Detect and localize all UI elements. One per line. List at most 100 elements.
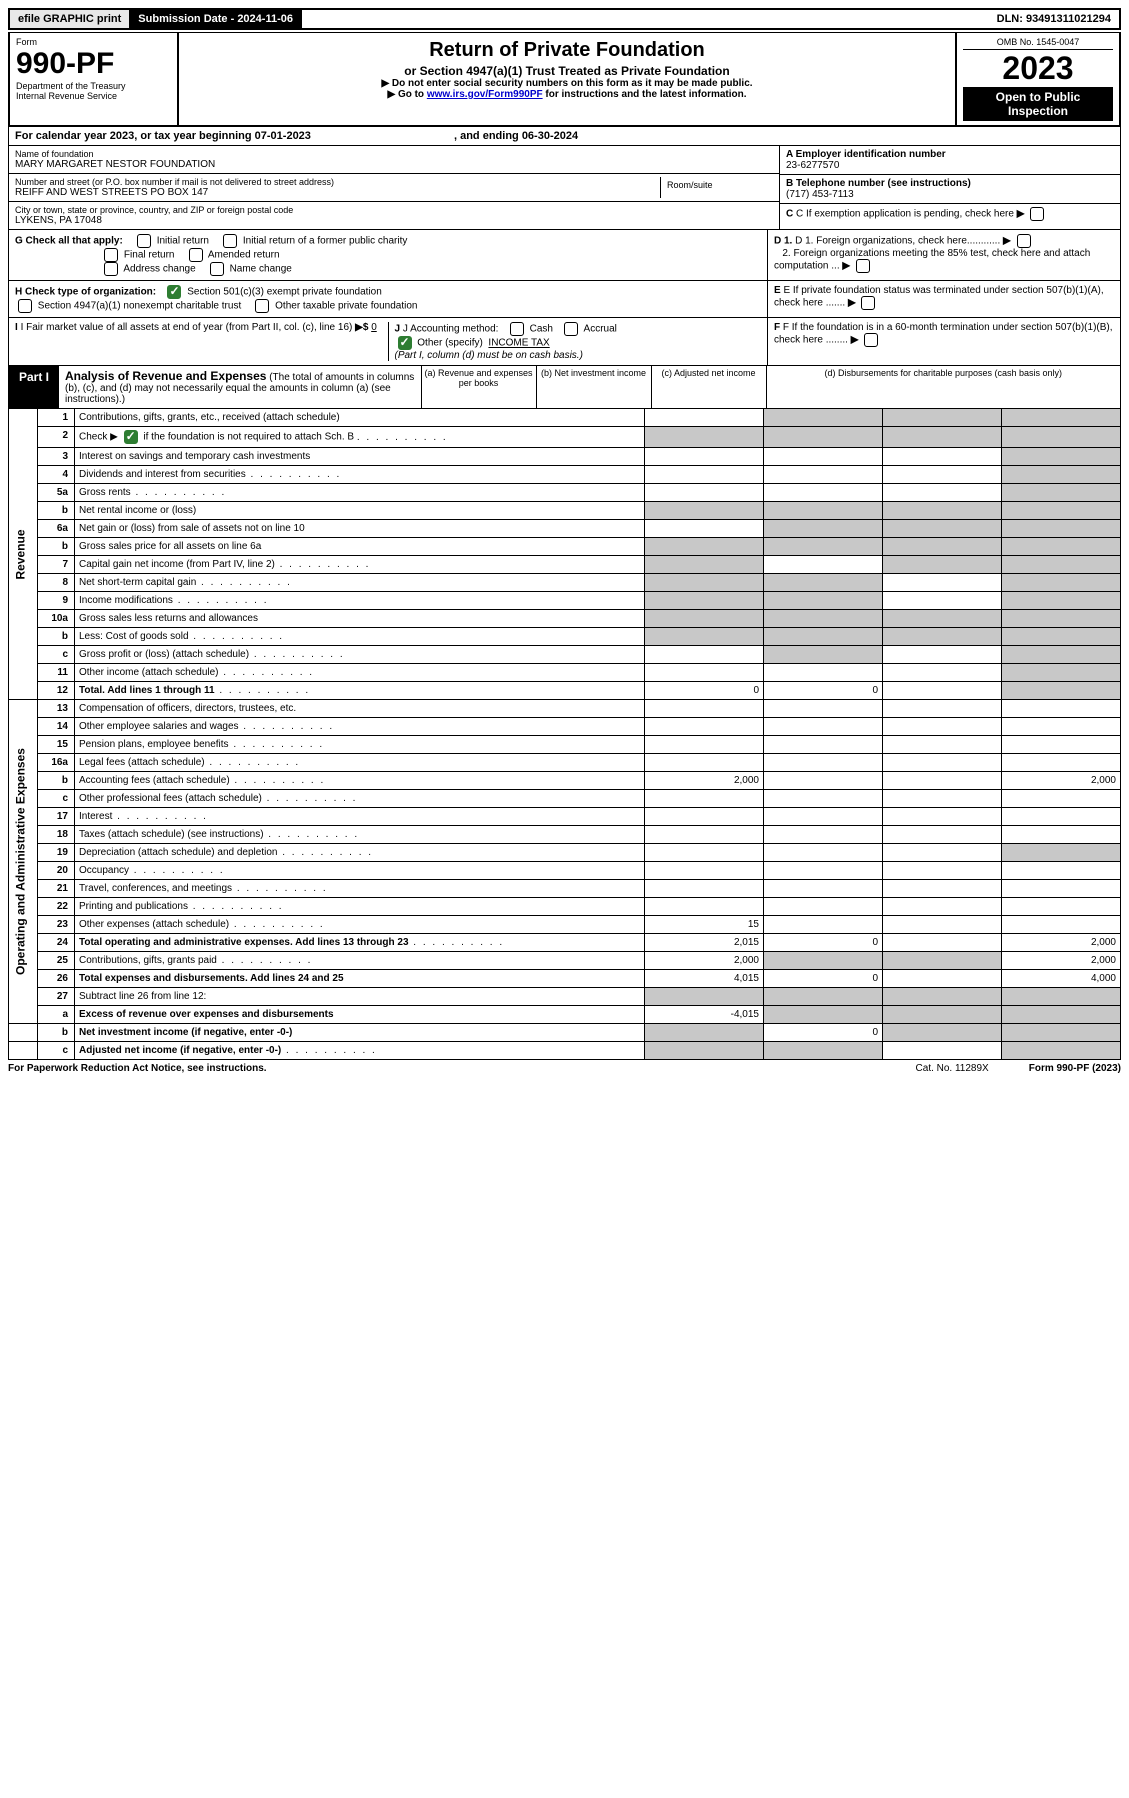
col-b-header: (b) Net investment income: [537, 366, 652, 408]
line-10a: Gross sales less returns and allowances: [75, 610, 645, 628]
h-4947-checkbox[interactable]: [18, 299, 32, 313]
part1-title: Analysis of Revenue and Expenses: [65, 369, 266, 383]
line-2-pre: Check ▶: [79, 432, 118, 443]
line-24-b: 0: [764, 934, 883, 952]
line-11: Other income (attach schedule): [79, 667, 219, 678]
line-9: Income modifications: [79, 595, 173, 606]
j-accrual-checkbox[interactable]: [564, 322, 578, 336]
name-change-label: Name change: [230, 264, 292, 275]
line-26-d: 4,000: [1002, 970, 1121, 988]
street-label: Number and street (or P.O. box number if…: [15, 177, 660, 187]
col-c-header: (c) Adjusted net income: [652, 366, 767, 408]
line-16a: Legal fees (attach schedule): [79, 757, 205, 768]
phone-label: B Telephone number (see instructions): [786, 178, 971, 189]
j-note: (Part I, column (d) must be on cash basi…: [395, 350, 583, 361]
line-5a: Gross rents: [79, 487, 131, 498]
line-25-d: 2,000: [1002, 952, 1121, 970]
ein-label: A Employer identification number: [786, 149, 946, 160]
h-501c3-label: Section 501(c)(3) exempt private foundat…: [187, 287, 382, 298]
g-label: G Check all that apply:: [15, 236, 123, 247]
goto-post: for instructions and the latest informat…: [545, 89, 746, 100]
j-cash-checkbox[interactable]: [510, 322, 524, 336]
revenue-side-label: Revenue: [9, 409, 38, 700]
expenses-side-label: Operating and Administrative Expenses: [9, 700, 38, 1024]
j-cash-label: Cash: [530, 324, 553, 335]
phone-value: (717) 453-7113: [786, 189, 1114, 200]
line-16c: Other professional fees (attach schedule…: [79, 793, 262, 804]
tax-year: 2023: [963, 50, 1113, 87]
submission-date: Submission Date - 2024-11-06: [130, 10, 302, 28]
irs-label: Internal Revenue Service: [16, 91, 171, 101]
foundation-name: MARY MARGARET NESTOR FOUNDATION: [15, 159, 773, 170]
j-label: J Accounting method:: [403, 324, 499, 335]
form-title: Return of Private Foundation: [185, 39, 949, 62]
initial-return-checkbox[interactable]: [137, 234, 151, 248]
line-6b: Gross sales price for all assets on line…: [75, 538, 645, 556]
e-checkbox[interactable]: [861, 296, 875, 310]
e-label: E If private foundation status was termi…: [774, 285, 1104, 309]
d1-label: D 1. Foreign organizations, check here..…: [795, 236, 1000, 247]
name-label: Name of foundation: [15, 149, 773, 159]
line-24-a: 2,015: [645, 934, 764, 952]
line-26-a: 4,015: [645, 970, 764, 988]
form-subtitle: or Section 4947(a)(1) Trust Treated as P…: [185, 64, 949, 78]
final-return-label: Final return: [124, 250, 175, 261]
d1-checkbox[interactable]: [1017, 234, 1031, 248]
initial-former-label: Initial return of a former public charit…: [243, 236, 408, 247]
line-24-d: 2,000: [1002, 934, 1121, 952]
f-checkbox[interactable]: [864, 333, 878, 347]
line-10c: Gross profit or (loss) (attach schedule): [79, 649, 249, 660]
form-word: Form: [16, 37, 171, 47]
i-label: I Fair market value of all assets at end…: [21, 322, 353, 333]
line-16b-a: 2,000: [645, 772, 764, 790]
room-suite-label: Room/suite: [661, 177, 773, 198]
form-header: Form 990-PF Department of the Treasury I…: [8, 32, 1121, 127]
city-label: City or town, state or province, country…: [15, 205, 773, 215]
efile-print-button[interactable]: efile GRAPHIC print: [10, 10, 130, 28]
section-h-e: H Check type of organization: Section 50…: [8, 281, 1121, 318]
cat-number: Cat. No. 11289X: [916, 1063, 989, 1074]
line-2-checkbox[interactable]: [124, 430, 138, 444]
h-501c3-checkbox[interactable]: [167, 285, 181, 299]
line-2-post: if the foundation is not required to att…: [143, 432, 354, 443]
part1-header: Part I Analysis of Revenue and Expenses …: [8, 366, 1121, 409]
line-20: Occupancy: [79, 865, 129, 876]
line-12-b: 0: [764, 682, 883, 700]
line-15: Pension plans, employee benefits: [79, 739, 229, 750]
i-value: 0: [371, 322, 377, 333]
line-23: Other expenses (attach schedule): [79, 919, 229, 930]
exemption-label: C If exemption application is pending, c…: [796, 209, 1014, 220]
j-other-checkbox[interactable]: [398, 336, 412, 350]
final-return-checkbox[interactable]: [104, 248, 118, 262]
h-other-label: Other taxable private foundation: [275, 301, 417, 312]
line-5b: Net rental income or (loss): [75, 502, 645, 520]
line-17: Interest: [79, 811, 112, 822]
line-22: Printing and publications: [79, 901, 188, 912]
initial-return-label: Initial return: [157, 236, 209, 247]
line-23-a: 15: [645, 916, 764, 934]
line-12-a: 0: [645, 682, 764, 700]
name-change-checkbox[interactable]: [210, 262, 224, 276]
initial-former-checkbox[interactable]: [223, 234, 237, 248]
line-13: Compensation of officers, directors, tru…: [75, 700, 645, 718]
line-16b-d: 2,000: [1002, 772, 1121, 790]
dln-number: DLN: 93491311021294: [989, 10, 1119, 28]
h-4947-label: Section 4947(a)(1) nonexempt charitable …: [38, 301, 241, 312]
exemption-checkbox[interactable]: [1030, 207, 1044, 221]
amended-return-label: Amended return: [208, 250, 280, 261]
h-other-checkbox[interactable]: [255, 299, 269, 313]
irs-link[interactable]: www.irs.gov/Form990PF: [427, 89, 543, 100]
line-27c: Adjusted net income (if negative, enter …: [79, 1045, 281, 1056]
form-number: 990-PF: [16, 47, 171, 81]
form-ref: Form 990-PF (2023): [1029, 1063, 1121, 1074]
section-i-j-f: I I Fair market value of all assets at e…: [8, 318, 1121, 366]
d2-label: 2. Foreign organizations meeting the 85%…: [774, 248, 1090, 272]
line-27a-a: -4,015: [645, 1006, 764, 1024]
d2-checkbox[interactable]: [856, 259, 870, 273]
amended-return-checkbox[interactable]: [189, 248, 203, 262]
top-bar: efile GRAPHIC print Submission Date - 20…: [8, 8, 1121, 30]
address-change-checkbox[interactable]: [104, 262, 118, 276]
street-value: REIFF AND WEST STREETS PO BOX 147: [15, 187, 660, 198]
line-16b: Accounting fees (attach schedule): [79, 775, 230, 786]
line-25: Contributions, gifts, grants paid: [79, 955, 217, 966]
